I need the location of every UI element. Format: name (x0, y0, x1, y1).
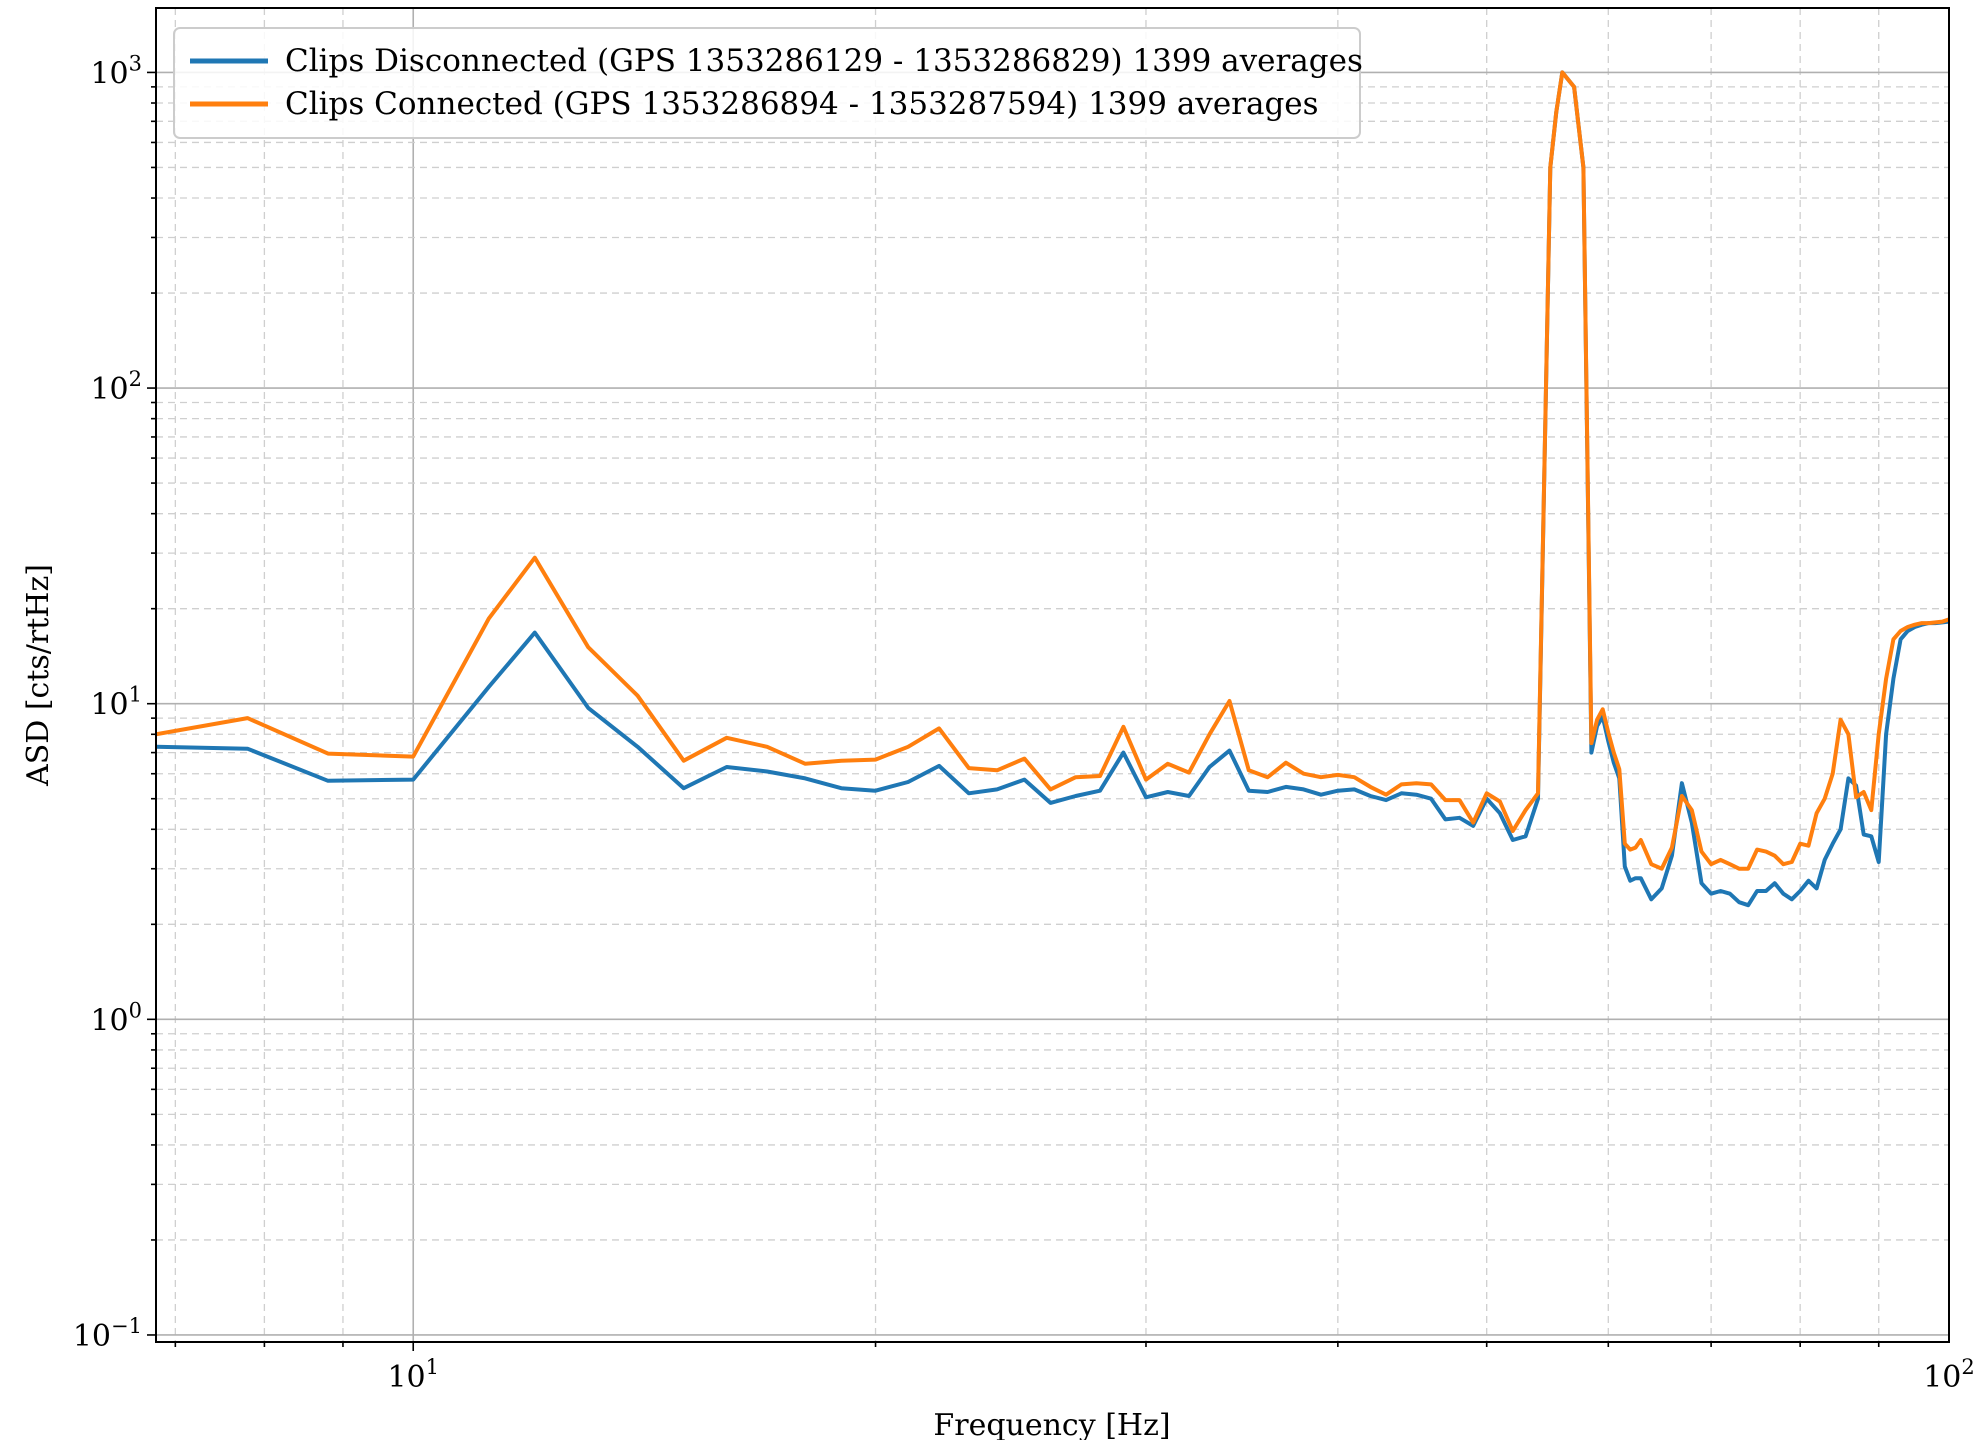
y-axis-label: ASD [cts/rtHz] (21, 564, 56, 787)
plot-frame (155, 7, 1950, 1343)
y-tick-label: 102 (90, 367, 142, 407)
legend-label-clips-disconnected: Clips Disconnected (GPS 1353286129 - 135… (285, 43, 1363, 79)
plot-lines (156, 70, 1949, 908)
grid (156, 8, 1949, 1342)
legend-box (173, 27, 1361, 139)
series-line-clips-connected (156, 70, 1949, 871)
legend-label-clips-connected: Clips Connected (GPS 1353286894 - 135328… (285, 86, 1319, 122)
x-tick-label: 101 (387, 1355, 439, 1395)
legend: Clips Disconnected (GPS 1353286129 - 135… (173, 27, 1363, 139)
y-tick-label: 100 (90, 998, 142, 1038)
x-tick-label: 102 (1923, 1355, 1975, 1395)
tick-labels: 101 102 10−1 100 101 102 103 (73, 51, 1975, 1395)
y-tick-label: 101 (90, 683, 142, 723)
y-tick-label: 10−1 (73, 1314, 142, 1354)
ticks (147, 71, 1880, 1351)
x-axis-label: Frequency [Hz] (933, 1408, 1170, 1440)
y-tick-label: 103 (90, 51, 142, 91)
